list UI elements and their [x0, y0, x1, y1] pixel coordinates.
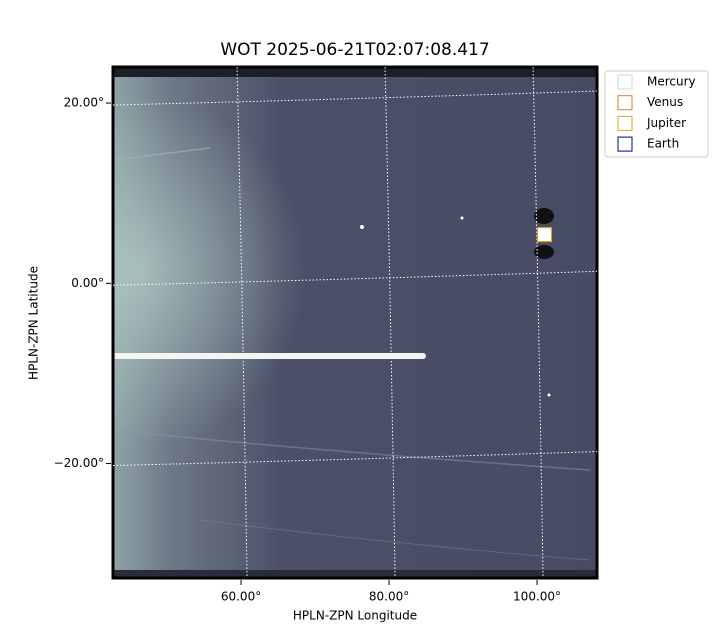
grid-line	[112, 90, 598, 106]
grid-line	[236, 66, 248, 579]
y-tick-label: 0.00°	[71, 276, 104, 290]
grid-line	[112, 270, 598, 286]
legend-label: Earth	[647, 137, 679, 151]
legend-swatch	[617, 74, 633, 90]
legend-swatch	[617, 136, 633, 152]
legend-label: Mercury	[647, 75, 696, 89]
legend-swatch	[617, 95, 633, 111]
grid-line	[384, 66, 396, 579]
x-tick-label: 100.00°	[513, 590, 561, 604]
legend-swatch	[617, 115, 633, 131]
y-tick-label: −20.00°	[54, 456, 104, 470]
planet-marker	[536, 227, 552, 243]
grid-line	[532, 66, 544, 579]
grid-line	[112, 451, 598, 467]
x-tick-label: 60.00°	[221, 590, 261, 604]
legend-label: Jupiter	[646, 116, 686, 130]
legend-label: Venus	[647, 95, 683, 109]
legend: Mercury Venus Jupiter Earth	[604, 70, 709, 158]
sky-image	[111, 65, 599, 580]
x-axis-label: HPLN-ZPN Longitude	[293, 609, 417, 623]
y-axis-label: HPLN-ZPN Latitude	[27, 266, 41, 380]
chart-title: WOT 2025-06-21T02:07:08.417	[220, 40, 489, 60]
x-tick-label: 80.00°	[369, 590, 409, 604]
y-tick-label: 20.00°	[64, 96, 104, 110]
